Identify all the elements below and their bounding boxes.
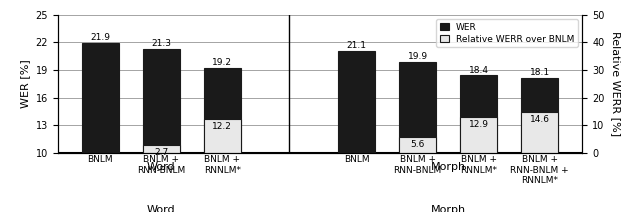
Text: 21.9: 21.9 [90, 33, 110, 42]
Bar [460, 117, 497, 153]
Y-axis label: Relative WERR [%]: Relative WERR [%] [611, 31, 621, 136]
Text: 19.9: 19.9 [408, 52, 428, 61]
Text: 2.7: 2.7 [154, 148, 168, 157]
Text: 21.3: 21.3 [151, 39, 172, 48]
Bar [339, 51, 375, 153]
Bar [82, 43, 118, 153]
Bar [143, 49, 180, 153]
Bar [399, 137, 436, 153]
Text: 18.4: 18.4 [468, 66, 489, 75]
Legend: WER, Relative WERR over BNLM: WER, Relative WERR over BNLM [436, 19, 578, 47]
Text: 19.2: 19.2 [212, 58, 232, 67]
Text: 18.1: 18.1 [530, 68, 550, 77]
Text: 12.9: 12.9 [468, 120, 489, 129]
Bar [204, 119, 241, 153]
Text: Word: Word [147, 205, 175, 212]
Y-axis label: WER [%]: WER [%] [20, 59, 30, 108]
Text: 21.1: 21.1 [347, 41, 367, 50]
Text: Morph: Morph [431, 162, 466, 172]
Text: 12.2: 12.2 [212, 122, 232, 131]
Text: 14.6: 14.6 [530, 115, 550, 124]
Bar [143, 145, 180, 153]
Bar [522, 112, 558, 153]
Bar [204, 68, 241, 153]
Bar [460, 75, 497, 153]
Text: Morph: Morph [431, 205, 466, 212]
Text: 5.6: 5.6 [410, 140, 425, 149]
Bar [522, 78, 558, 153]
Text: Word: Word [147, 162, 175, 172]
Bar [399, 62, 436, 153]
